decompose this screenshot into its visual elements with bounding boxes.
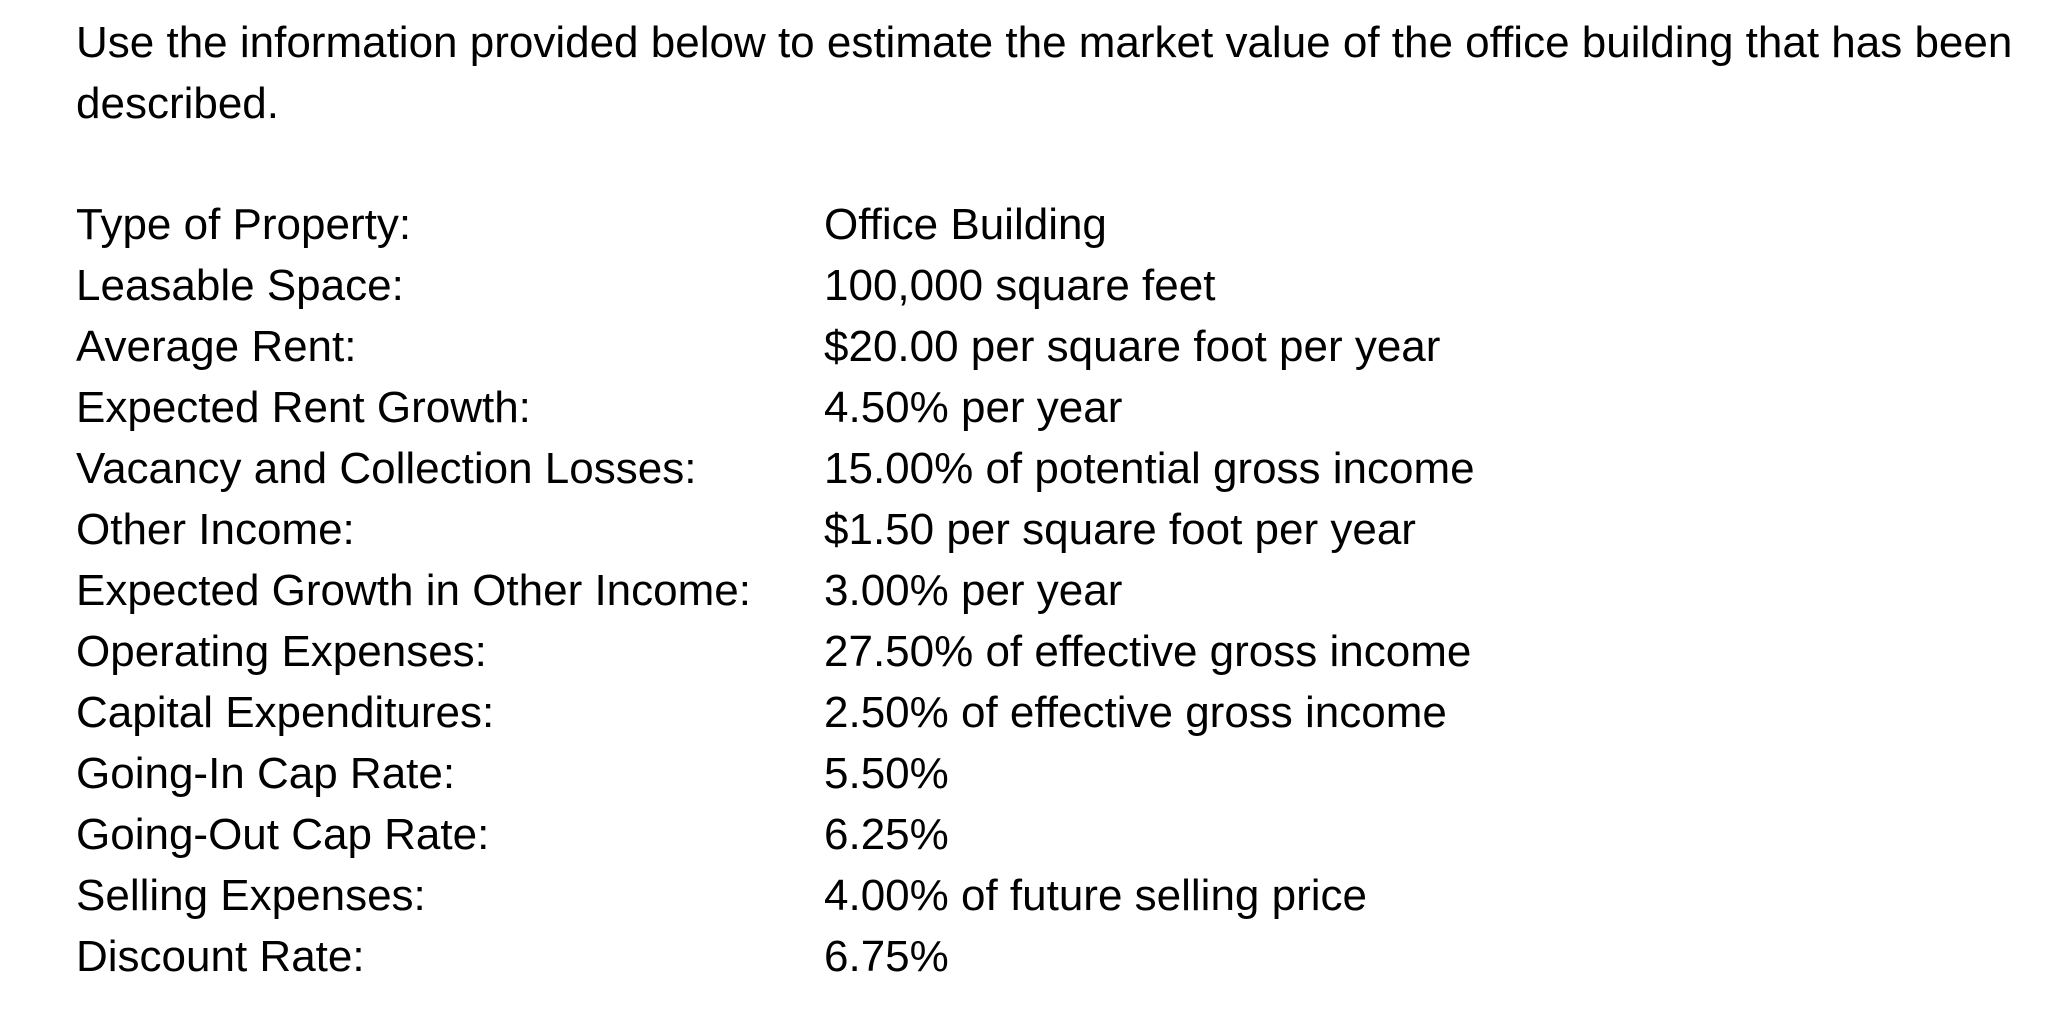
property-row: Vacancy and Collection Losses: 15.00% of… bbox=[76, 438, 2036, 499]
property-row: Leasable Space: 100,000 square feet bbox=[76, 255, 2036, 316]
property-value: 3.00% per year bbox=[824, 565, 1123, 615]
property-label: Going-In Cap Rate: bbox=[76, 748, 456, 798]
property-label: Operating Expenses: bbox=[76, 626, 487, 676]
document: Use the information provided below to es… bbox=[76, 12, 2036, 987]
property-label: Capital Expenditures: bbox=[76, 687, 495, 737]
property-label: Other Income: bbox=[76, 504, 355, 554]
property-label: Vacancy and Collection Losses: bbox=[76, 443, 697, 493]
property-value: 4.50% per year bbox=[824, 382, 1123, 432]
property-label: Type of Property: bbox=[76, 199, 412, 249]
property-row: Going-Out Cap Rate: 6.25% bbox=[76, 804, 2036, 865]
property-row: Other Income: $1.50 per square foot per … bbox=[76, 499, 2036, 560]
property-row: Selling Expenses: 4.00% of future sellin… bbox=[76, 865, 2036, 926]
property-label: Expected Rent Growth: bbox=[76, 382, 531, 432]
property-value: 6.25% bbox=[824, 809, 949, 859]
property-value: 27.50% of effective gross income bbox=[824, 626, 1472, 676]
property-details-list: Type of Property: Office Building Leasab… bbox=[76, 194, 2036, 987]
property-row: Expected Growth in Other Income: 3.00% p… bbox=[76, 560, 2036, 621]
property-label: Selling Expenses: bbox=[76, 870, 426, 920]
property-row: Average Rent: $20.00 per square foot per… bbox=[76, 316, 2036, 377]
property-label: Average Rent: bbox=[76, 321, 357, 371]
property-value: 5.50% bbox=[824, 748, 949, 798]
intro-paragraph: Use the information provided below to es… bbox=[76, 18, 2013, 128]
property-value: 2.50% of effective gross income bbox=[824, 687, 1447, 737]
property-row: Discount Rate: 6.75% bbox=[76, 926, 2036, 987]
property-label: Leasable Space: bbox=[76, 260, 404, 310]
property-label: Expected Growth in Other Income: bbox=[76, 565, 751, 615]
property-value: Office Building bbox=[824, 199, 1107, 249]
property-label: Going-Out Cap Rate: bbox=[76, 809, 490, 859]
property-row: Capital Expenditures: 2.50% of effective… bbox=[76, 682, 2036, 743]
property-label: Discount Rate: bbox=[76, 931, 365, 981]
property-value: 100,000 square feet bbox=[824, 260, 1216, 310]
property-value: $1.50 per square foot per year bbox=[824, 504, 1416, 554]
property-row: Going-In Cap Rate: 5.50% bbox=[76, 743, 2036, 804]
property-row: Operating Expenses: 27.50% of effective … bbox=[76, 621, 2036, 682]
property-value: 6.75% bbox=[824, 931, 949, 981]
property-value: $20.00 per square foot per year bbox=[824, 321, 1441, 371]
property-row: Expected Rent Growth: 4.50% per year bbox=[76, 377, 2036, 438]
property-value: 15.00% of potential gross income bbox=[824, 443, 1475, 493]
property-row: Type of Property: Office Building bbox=[76, 194, 2036, 255]
property-value: 4.00% of future selling price bbox=[824, 870, 1367, 920]
